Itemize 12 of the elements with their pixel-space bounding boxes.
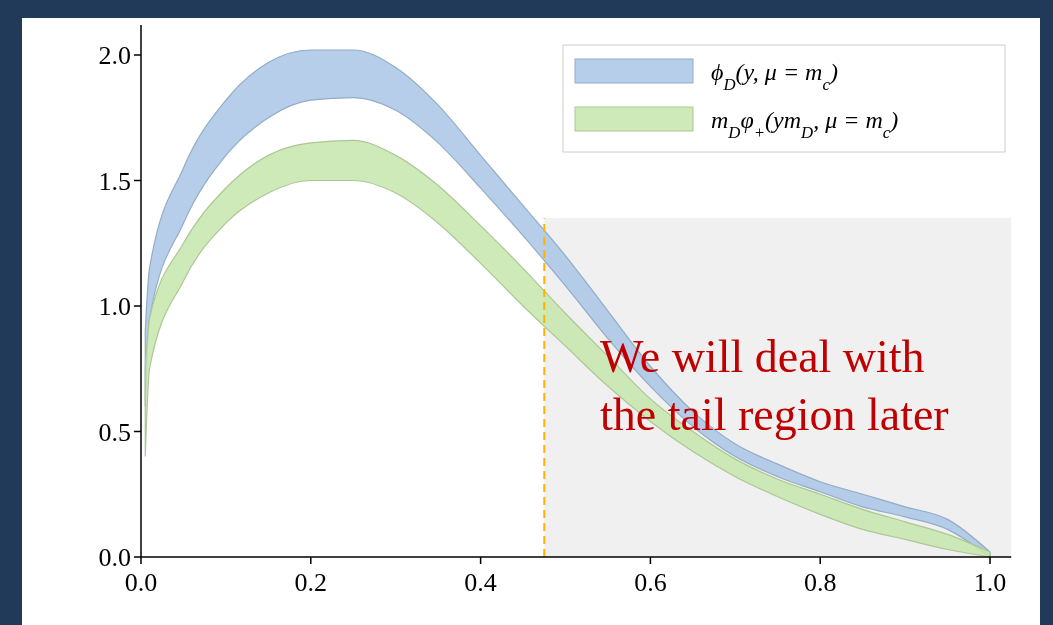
legend-label: ϕ$_{D}$(y, μ = m$_{c}$) <box>711 59 838 94</box>
text: m$_{D}$φ$_{+}$(ym$_{D}$, μ = m$_{c}$) <box>711 107 899 142</box>
y-tick-label: 1.5 <box>98 166 131 196</box>
annotation: We will deal with the tail region later <box>600 331 949 440</box>
x-tick-label: 0.2 <box>294 568 328 597</box>
y-tick-label: 0.5 <box>98 417 131 447</box>
y-tick-label: 1.0 <box>98 292 131 322</box>
x-tick-label: 0.6 <box>634 568 667 597</box>
x-tick-label: 0.4 <box>464 568 497 597</box>
x-tick-label: 1.0 <box>973 568 1007 597</box>
x-tick-label: 0.8 <box>803 568 837 597</box>
y-tick-label: 2.0 <box>98 41 131 71</box>
